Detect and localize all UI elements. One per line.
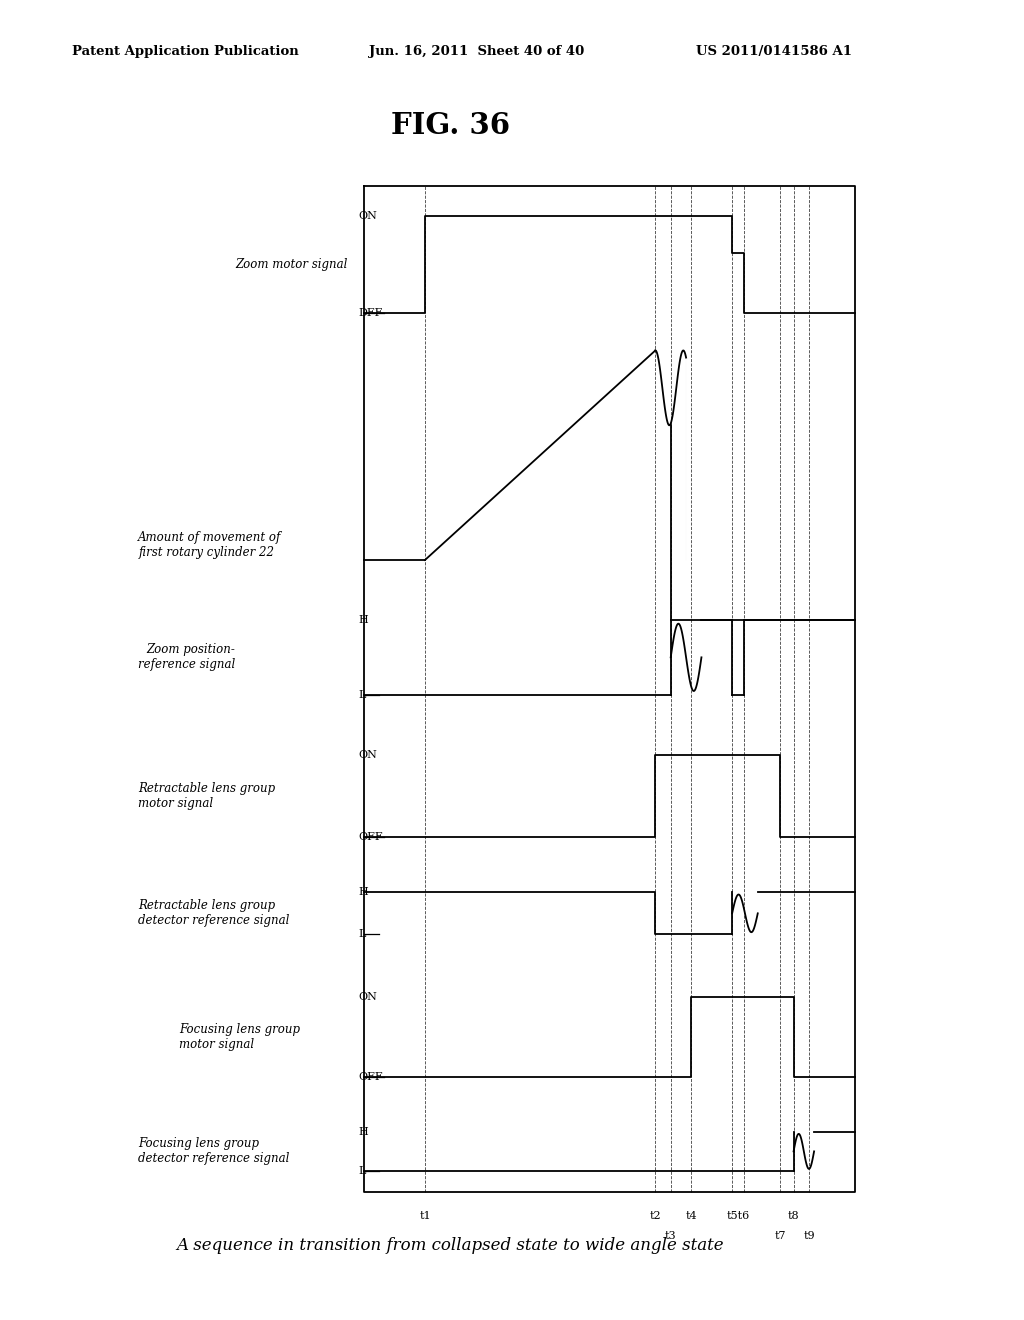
Text: t9: t9 <box>803 1230 815 1241</box>
Text: L: L <box>358 929 366 940</box>
Text: t5t6: t5t6 <box>727 1212 750 1221</box>
Text: US 2011/0141586 A1: US 2011/0141586 A1 <box>696 45 852 58</box>
Text: A sequence in transition from collapsed state to wide angle state: A sequence in transition from collapsed … <box>177 1237 724 1254</box>
Text: L: L <box>358 1166 366 1176</box>
Text: OFF: OFF <box>358 1072 383 1081</box>
Text: t4: t4 <box>685 1212 697 1221</box>
Text: H: H <box>358 615 369 624</box>
Text: Retractable lens group
detector reference signal: Retractable lens group detector referenc… <box>138 899 290 928</box>
Text: DFF: DFF <box>358 308 383 318</box>
Text: FIG. 36: FIG. 36 <box>391 111 510 140</box>
Text: t8: t8 <box>787 1212 800 1221</box>
Text: t3: t3 <box>665 1230 677 1241</box>
Text: Patent Application Publication: Patent Application Publication <box>72 45 298 58</box>
Text: t1: t1 <box>419 1212 431 1221</box>
Text: L: L <box>358 690 366 700</box>
Text: Retractable lens group
motor signal: Retractable lens group motor signal <box>138 781 275 810</box>
Text: Zoom position-
reference signal: Zoom position- reference signal <box>138 643 236 672</box>
Text: t7: t7 <box>774 1230 786 1241</box>
Text: t2: t2 <box>649 1212 662 1221</box>
Text: H: H <box>358 887 369 898</box>
Text: Focusing lens group
motor signal: Focusing lens group motor signal <box>179 1023 300 1051</box>
Text: ON: ON <box>358 211 377 220</box>
Text: H: H <box>358 1127 369 1137</box>
Text: ON: ON <box>358 750 377 759</box>
Text: Jun. 16, 2011  Sheet 40 of 40: Jun. 16, 2011 Sheet 40 of 40 <box>369 45 584 58</box>
Text: Focusing lens group
detector reference signal: Focusing lens group detector reference s… <box>138 1138 290 1166</box>
Text: OFF: OFF <box>358 832 383 842</box>
Text: Amount of movement of
first rotary cylinder 22: Amount of movement of first rotary cylin… <box>138 531 282 560</box>
Text: Zoom motor signal: Zoom motor signal <box>236 257 348 271</box>
Text: ON: ON <box>358 993 377 1002</box>
